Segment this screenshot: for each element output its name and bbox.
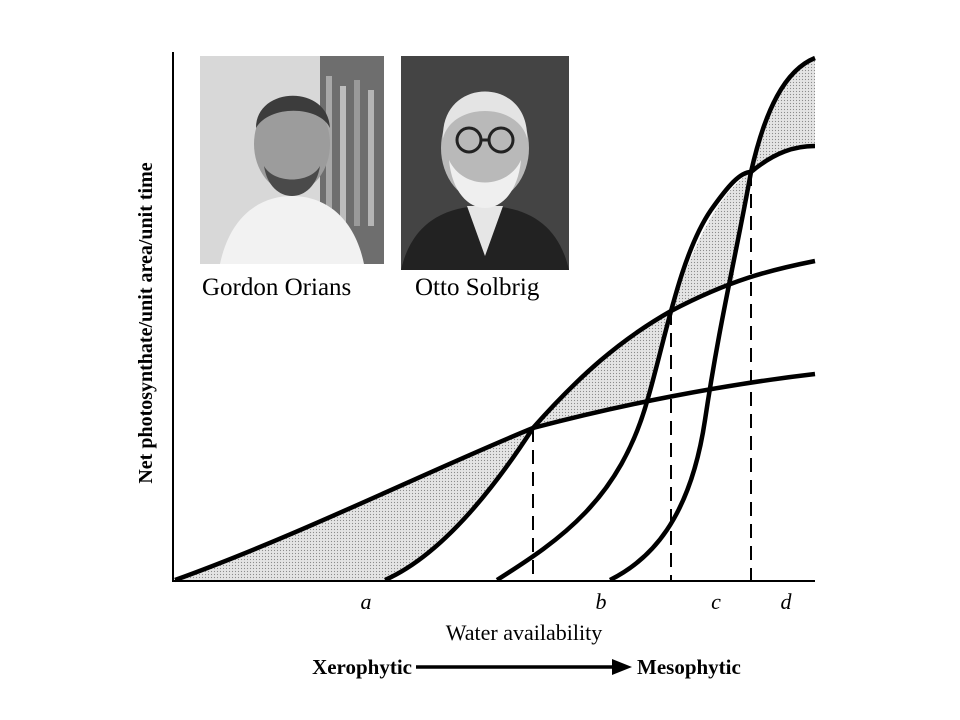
curve-intermediate-2 (495, 143, 816, 582)
tick-label-a: a (361, 589, 372, 614)
y-axis-title: Net photosynthate/unit area/unit time (135, 162, 157, 483)
portrait-caption-1: Gordon Orians (202, 274, 352, 301)
portrait-caption-2: Otto Solbrig (415, 274, 540, 301)
shaded-region-4 (751, 58, 815, 172)
curve-xerophytic (174, 371, 816, 583)
curve-mesophytic (608, 55, 816, 583)
curve-intermediate-1 (384, 258, 816, 583)
portrait-photo-2 (401, 56, 569, 270)
portrait-photo-1 (200, 56, 384, 264)
gradient-left-label: Xerophytic (312, 655, 412, 679)
tick-label-c: c (711, 589, 721, 614)
gradient-arrow-head (612, 659, 632, 675)
x-axis-title: Water availability (446, 620, 602, 645)
gradient-right-label: Mesophytic (637, 655, 741, 679)
shaded-region-2 (533, 311, 671, 428)
tick-label-b: b (596, 589, 607, 614)
tick-label-d: d (781, 589, 793, 614)
